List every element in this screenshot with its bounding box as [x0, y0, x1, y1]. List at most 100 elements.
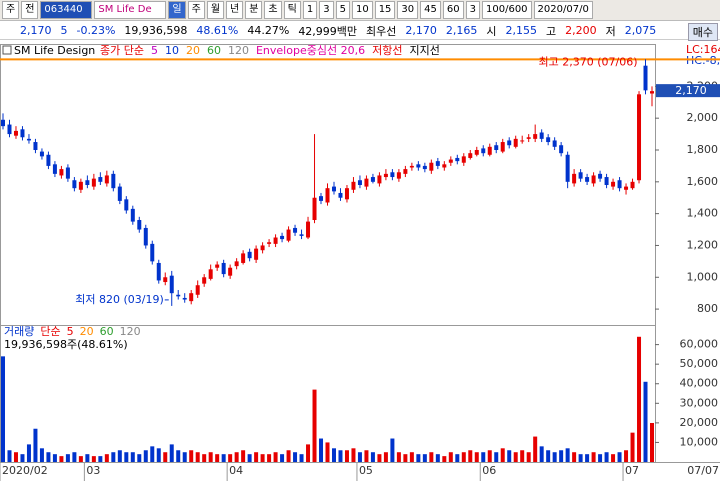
volume-bar: [351, 448, 356, 462]
volume-bar: [182, 452, 187, 462]
toolbar-button[interactable]: 주: [187, 1, 205, 19]
toolbar-button[interactable]: 3: [465, 1, 480, 19]
candle-body: [299, 234, 304, 236]
quote-item: 고: [546, 24, 557, 38]
candle-body: [455, 157, 460, 162]
toolbar-button[interactable]: 15: [374, 1, 396, 19]
candle-body: [370, 177, 375, 182]
quote-item: 2,165: [445, 24, 478, 37]
volume-bar: [241, 450, 246, 462]
volume-bar: [156, 448, 161, 462]
toolbar-button[interactable]: 30: [397, 1, 419, 19]
quote-item: 19,936,598: [124, 24, 188, 37]
toolbar-button[interactable]: 1: [302, 1, 318, 19]
candle-body: [137, 220, 142, 230]
quote-item: 저: [605, 24, 616, 38]
volume-bar: [267, 454, 272, 462]
candle-body: [143, 227, 148, 246]
volume-bar: [487, 450, 492, 462]
volume-bar: [494, 452, 499, 462]
candle-body: [163, 277, 168, 283]
legend-entry: 10: [165, 44, 179, 57]
candle-body: [429, 162, 434, 171]
candle-body: [39, 151, 44, 157]
candle-body: [650, 91, 654, 94]
volume-bar: [312, 389, 317, 462]
volume-bar: [338, 450, 343, 462]
toolbar-button[interactable]: 5: [335, 1, 350, 19]
x-end-label: 07/07: [687, 464, 719, 477]
candle-body: [182, 297, 187, 300]
toolbar-button[interactable]: 60: [442, 1, 464, 19]
candle-body: [403, 169, 408, 174]
volume-bar: [176, 450, 181, 462]
volume-bar: [247, 454, 252, 462]
x-tick-label: 05: [359, 464, 373, 477]
toolbar-button[interactable]: 틱: [283, 1, 301, 19]
candle-body: [65, 167, 70, 179]
toolbar-button[interactable]: 100/600: [482, 1, 532, 19]
volume-annotation: 19,936,598주(48.61%): [4, 338, 128, 351]
candle-body: [520, 140, 525, 142]
volume-bar: [20, 454, 25, 462]
candle-body: [1, 119, 5, 127]
volume-bar: [403, 454, 408, 462]
buy-button[interactable]: 매수: [687, 23, 718, 41]
volume-bar: [150, 446, 155, 462]
quote-item: 42,999백만: [298, 24, 358, 38]
volume-bar: [572, 452, 577, 462]
candle-body: [306, 221, 311, 238]
toolbar-button[interactable]: SM Life De: [94, 1, 167, 19]
toolbar-button[interactable]: 전: [21, 1, 39, 19]
candle-body: [468, 153, 473, 158]
toolbar-button[interactable]: 초: [264, 1, 282, 19]
legend-entry: 거래량: [4, 325, 34, 338]
candle-body: [156, 262, 161, 281]
toolbar-button[interactable]: 일: [168, 1, 186, 19]
candle-body: [442, 164, 447, 168]
candle-body: [293, 227, 298, 233]
volume-bar: [416, 454, 421, 462]
volume-bar: [319, 438, 324, 462]
candle-body: [351, 181, 356, 190]
toolbar-button[interactable]: 2020/07/0: [533, 1, 593, 19]
volume-bar: [208, 452, 213, 462]
volume-bar: [370, 452, 375, 462]
toolbar-button[interactable]: 10: [351, 1, 373, 19]
toolbar-button[interactable]: 년: [226, 1, 244, 19]
candle-body: [7, 124, 12, 135]
candle-body: [546, 137, 551, 143]
volume-bar: [448, 452, 453, 462]
legend-entry: 5: [151, 44, 158, 57]
toolbar-button[interactable]: 주: [2, 1, 20, 19]
toolbar-button[interactable]: 월: [206, 1, 225, 19]
volume-bar: [383, 452, 388, 462]
candle-body: [280, 235, 285, 240]
volume-bar: [59, 456, 64, 462]
volume-bar: [7, 450, 12, 462]
volume-bar: [163, 452, 168, 462]
volume-bar: [611, 454, 616, 462]
toolbar-button[interactable]: 063440: [40, 1, 93, 19]
candle-body: [325, 188, 330, 203]
candle-body: [598, 173, 603, 179]
legend-entry: 지지선: [409, 44, 439, 57]
toolbar-button[interactable]: 45: [420, 1, 441, 19]
toolbar-button[interactable]: 3: [319, 1, 334, 19]
x-tick-label: 06: [482, 464, 496, 477]
candle-body: [117, 186, 122, 201]
volume-bar: [390, 438, 395, 462]
quote-item: 2,075: [624, 24, 657, 37]
toolbar-button[interactable]: 분: [245, 1, 263, 19]
volume-bar: [344, 450, 349, 462]
candle-body: [150, 243, 155, 262]
volume-bar: [507, 450, 512, 462]
volume-bar: [546, 450, 551, 462]
volume-bar: [39, 448, 44, 462]
volume-bar: [215, 454, 220, 462]
volume-bar: [280, 454, 285, 462]
candle-body: [474, 150, 479, 155]
volume-bar: [598, 454, 603, 462]
chart-title: SM Life Design: [14, 44, 95, 57]
